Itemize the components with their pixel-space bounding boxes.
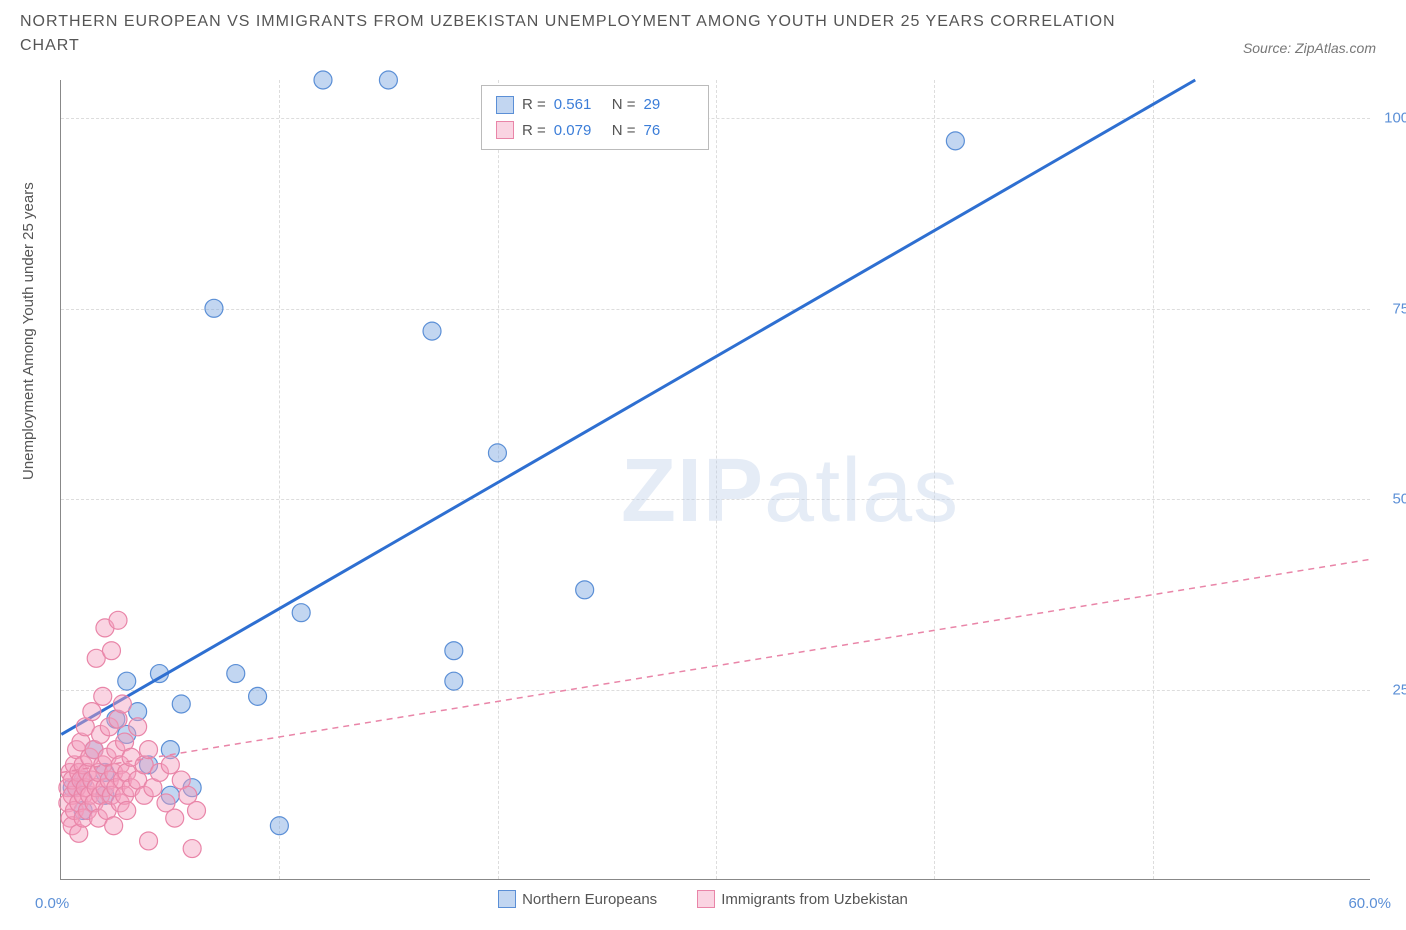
data-point-northern [227,665,245,683]
data-point-northern [118,672,136,690]
data-point-uzbek [94,687,112,705]
legend-item: Northern Europeans [498,890,657,908]
legend-label: Northern Europeans [522,891,657,908]
legend-row-northern: R = 0.561 N = 29 [496,92,694,118]
data-point-uzbek [118,802,136,820]
data-point-northern [488,444,506,462]
trend-line-uzbek [61,559,1369,772]
n-value: 76 [644,118,694,144]
data-point-uzbek [166,809,184,827]
r-value: 0.561 [554,92,604,118]
n-label: N = [612,92,636,118]
y-tick-label: 50.0% [1392,491,1406,508]
data-point-northern [946,132,964,150]
scatter-svg [61,80,1370,879]
legend-row-uzbek: R = 0.079 N = 76 [496,118,694,144]
data-point-uzbek [183,840,201,858]
data-point-uzbek [109,611,127,629]
plot-area: 25.0%50.0%75.0%100.0% ZIPatlas R =0.561N… [60,80,1370,880]
legend-label: Immigrants from Uzbekistan [721,891,908,908]
data-point-uzbek [105,817,123,835]
r-value: 0.079 [554,118,604,144]
data-point-northern [249,687,267,705]
y-tick-label: 75.0% [1392,300,1406,317]
y-axis-label: Unemployment Among Youth under 25 years [20,182,37,480]
legend-swatch [496,121,514,139]
series-legend: Northern Europeans Immigrants from Uzbeki… [0,890,1406,922]
data-point-northern [445,672,463,690]
n-label: N = [612,118,636,144]
data-point-uzbek [188,802,206,820]
data-point-northern [270,817,288,835]
data-point-uzbek [140,832,158,850]
data-point-northern [576,581,594,599]
chart-title: NORTHERN EUROPEAN VS IMMIGRANTS FROM UZB… [20,10,1120,58]
data-point-northern [172,695,190,713]
data-point-northern [423,322,441,340]
data-point-northern [379,71,397,89]
data-point-uzbek [140,741,158,759]
y-tick-label: 25.0% [1392,681,1406,698]
n-value: 29 [644,92,694,118]
correlation-legend: R = 0.561 N = 29 R = 0.079 N = 76 [481,85,709,150]
data-point-uzbek [102,642,120,660]
data-point-uzbek [83,703,101,721]
data-point-uzbek [161,756,179,774]
r-label: R = [522,118,546,144]
legend-item: Immigrants from Uzbekistan [697,890,908,908]
data-point-uzbek [113,695,131,713]
data-point-uzbek [129,718,147,736]
legend-swatch [697,890,715,908]
data-point-northern [314,71,332,89]
r-label: R = [522,92,546,118]
data-point-northern [205,299,223,317]
legend-swatch [498,890,516,908]
legend-swatch [496,96,514,114]
trend-line-northern [61,80,1195,734]
data-point-northern [445,642,463,660]
y-tick-label: 100.0% [1384,110,1406,127]
source-attribution: Source: ZipAtlas.com [1243,40,1376,56]
data-point-northern [292,604,310,622]
